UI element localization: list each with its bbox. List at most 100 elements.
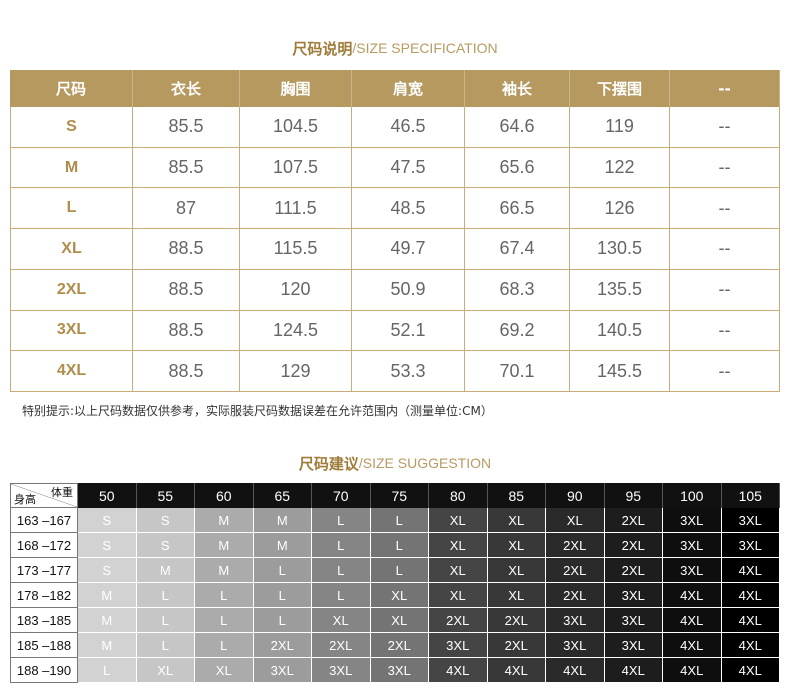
weight-header: 80 [429, 483, 488, 508]
table-cell: 4XL [10, 351, 133, 392]
title-cn: 尺码建议 [298, 454, 359, 473]
size-cell: 4XL [546, 658, 605, 683]
table-cell: 120 [240, 269, 352, 311]
size-cell: 3XL [663, 508, 722, 533]
header-cell: 袖长 [465, 70, 570, 107]
weight-header: 85 [487, 483, 546, 508]
size-cell: 4XL [663, 633, 722, 658]
table-cell: 46.5 [352, 107, 465, 148]
weight-header: 60 [195, 483, 254, 508]
size-cell: XL [195, 658, 254, 683]
size-cell: 4XL [721, 583, 780, 608]
table-cell: -- [670, 188, 780, 230]
size-cell: 3XL [721, 533, 780, 558]
size-cell: XL [546, 508, 605, 533]
table-cell: S [10, 107, 133, 148]
title-cn: 尺码说明 [292, 39, 353, 58]
size-cell: 2XL [429, 608, 488, 633]
size-cell: 4XL [721, 658, 780, 683]
table-cell: 3XL [10, 310, 133, 352]
size-cell: L [136, 608, 195, 633]
height-cell: 173 –177 [10, 558, 78, 583]
corner-height: 身高 [14, 494, 36, 506]
weight-header: 90 [546, 483, 605, 508]
size-cell: 4XL [663, 658, 722, 683]
size-cell: 3XL [370, 658, 429, 683]
size-cell: 4XL [487, 658, 546, 683]
table-cell: 111.5 [240, 188, 352, 230]
table-cell: -- [670, 269, 780, 311]
size-cell: 3XL [663, 533, 722, 558]
title-en: /SIZE SUGGESTION [358, 455, 492, 471]
size-cell: 4XL [721, 558, 780, 583]
size-cell: S [78, 558, 137, 583]
header-cell: -- [670, 70, 780, 107]
size-cell: 3XL [604, 583, 663, 608]
table-cell: -- [670, 351, 780, 392]
table-cell: 122 [570, 147, 670, 189]
size-cell: 3XL [312, 658, 371, 683]
size-cell: 2XL [253, 633, 312, 658]
note: 特别提示:以上尺码数据仅供参考，实际服装尺码数据误差在允许范围内（测量单位:CM… [22, 403, 493, 418]
table-cell: 129 [240, 351, 352, 392]
weight-header: 105 [721, 483, 780, 508]
table-cell: 140.5 [570, 310, 670, 352]
corner-cell: 体重 身高 [10, 483, 78, 508]
header-cell: 衣长 [133, 70, 240, 107]
table-cell: M [10, 147, 133, 189]
size-cell: L [136, 633, 195, 658]
title-en: /SIZE SPECIFICATION [352, 40, 498, 56]
height-cell: 168 –172 [10, 533, 78, 558]
size-cell: 2XL [604, 508, 663, 533]
size-cell: L [195, 633, 254, 658]
height-cell: 178 –182 [10, 583, 78, 608]
table-cell: 107.5 [240, 147, 352, 189]
table-cell: 70.1 [465, 351, 570, 392]
height-cell: 185 –188 [10, 633, 78, 658]
size-cell: L [78, 658, 137, 683]
table-cell: 48.5 [352, 188, 465, 230]
size-cell: 4XL [721, 608, 780, 633]
size-cell: L [370, 533, 429, 558]
size-cell: 2XL [370, 633, 429, 658]
table-cell: 68.3 [465, 269, 570, 311]
size-cell: 2XL [487, 608, 546, 633]
table-cell: 49.7 [352, 229, 465, 270]
size-cell: XL [429, 508, 488, 533]
header-cell: 尺码 [10, 70, 133, 107]
height-cell: 163 –167 [10, 508, 78, 533]
table-cell: 47.5 [352, 147, 465, 189]
table-cell: 135.5 [570, 269, 670, 311]
size-cell: 3XL [663, 558, 722, 583]
size-cell: 3XL [429, 633, 488, 658]
table-cell: 2XL [10, 269, 133, 311]
size-cell: XL [370, 583, 429, 608]
size-cell: L [370, 558, 429, 583]
size-cell: S [78, 533, 137, 558]
table-cell: -- [670, 229, 780, 270]
size-cell: XL [487, 508, 546, 533]
size-cell: L [195, 608, 254, 633]
size-cell: L [195, 583, 254, 608]
size-cell: S [78, 508, 137, 533]
table-cell: 52.1 [352, 310, 465, 352]
weight-header: 55 [136, 483, 195, 508]
table-cell: 53.3 [352, 351, 465, 392]
size-cell: 2XL [546, 558, 605, 583]
header-cell: 下摆围 [570, 70, 670, 107]
table-cell: -- [670, 147, 780, 189]
size-cell: 2XL [546, 533, 605, 558]
size-cell: 2XL [604, 533, 663, 558]
table-cell: 124.5 [240, 310, 352, 352]
size-cell: M [136, 558, 195, 583]
header-cell: 胸围 [240, 70, 352, 107]
table-cell: 67.4 [465, 229, 570, 270]
suggestion-title: 尺码建议/SIZE SUGGESTION [0, 452, 790, 474]
size-cell: 4XL [604, 658, 663, 683]
table-cell: 126 [570, 188, 670, 230]
weight-header: 70 [312, 483, 371, 508]
size-cell: 3XL [546, 633, 605, 658]
table-cell: -- [670, 310, 780, 352]
table-cell: 69.2 [465, 310, 570, 352]
size-cell: S [136, 508, 195, 533]
